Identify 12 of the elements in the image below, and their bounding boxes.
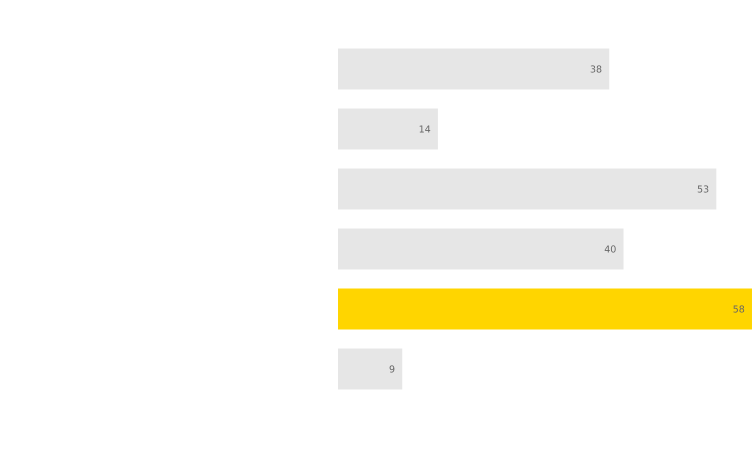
bar bbox=[338, 228, 624, 270]
bar bbox=[338, 48, 610, 90]
data-label: 9 bbox=[390, 365, 394, 373]
bar bbox=[338, 168, 716, 210]
bar bbox=[338, 108, 438, 150]
bar bbox=[338, 348, 402, 390]
bar bbox=[338, 288, 752, 330]
data-label: 40 bbox=[604, 245, 616, 253]
data-label: 53 bbox=[698, 185, 708, 193]
data-label: 38 bbox=[590, 65, 602, 73]
data-label: 58 bbox=[733, 305, 744, 313]
data-label: 14 bbox=[420, 126, 430, 132]
